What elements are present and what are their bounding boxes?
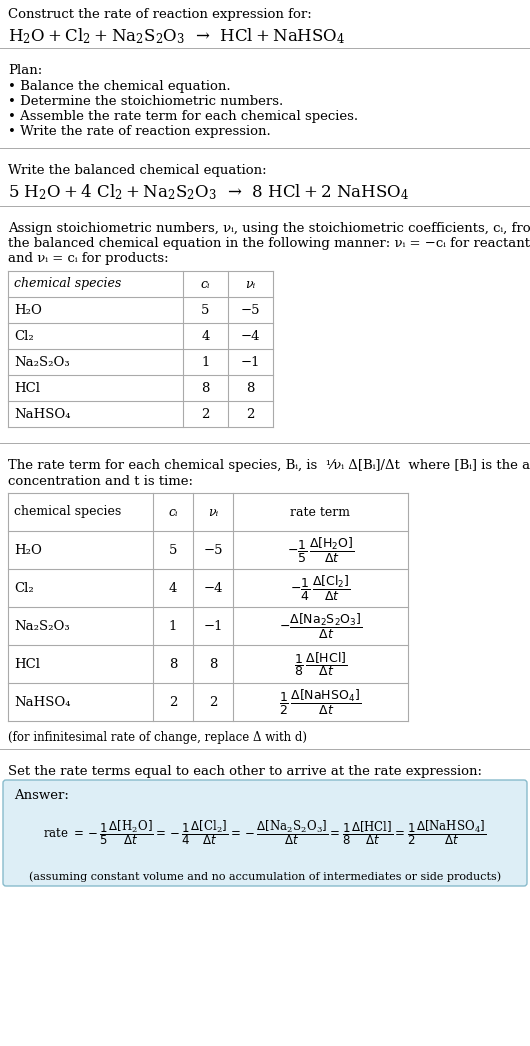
Text: • Write the rate of reaction expression.: • Write the rate of reaction expression. bbox=[8, 126, 271, 138]
Text: Write the balanced chemical equation:: Write the balanced chemical equation: bbox=[8, 164, 267, 177]
Text: 1: 1 bbox=[169, 619, 177, 633]
Text: the balanced chemical equation in the following manner: νᵢ = −cᵢ for reactants: the balanced chemical equation in the fo… bbox=[8, 237, 530, 250]
Text: $-\dfrac{1}{4}\,\dfrac{\Delta[\mathdefault{Cl_2}]}{\Delta t}$: $-\dfrac{1}{4}\,\dfrac{\Delta[\mathdefau… bbox=[290, 573, 351, 602]
Text: Plan:: Plan: bbox=[8, 64, 42, 77]
Text: Na₂S₂O₃: Na₂S₂O₃ bbox=[14, 619, 69, 633]
Text: $\mathdefault{5\ H_2O + 4\ Cl_2 + Na_2S_2O_3}$  →  $\mathdefault{8\ HCl + 2\ NaH: $\mathdefault{5\ H_2O + 4\ Cl_2 + Na_2S_… bbox=[8, 182, 409, 202]
Text: (assuming constant volume and no accumulation of intermediates or side products): (assuming constant volume and no accumul… bbox=[29, 871, 501, 882]
Text: Construct the rate of reaction expression for:: Construct the rate of reaction expressio… bbox=[8, 8, 312, 21]
Text: 2: 2 bbox=[246, 408, 255, 420]
Text: $\mathdefault{H_2O + Cl_2 + Na_2S_2O_3}$  →  $\mathdefault{HCl + NaHSO_4}$: $\mathdefault{H_2O + Cl_2 + Na_2S_2O_3}$… bbox=[8, 26, 346, 46]
Text: $\dfrac{1}{8}\,\dfrac{\Delta[\mathdefault{HCl}]}{\Delta t}$: $\dfrac{1}{8}\,\dfrac{\Delta[\mathdefaul… bbox=[294, 650, 347, 678]
Text: Na₂S₂O₃: Na₂S₂O₃ bbox=[14, 356, 69, 368]
Text: νᵢ: νᵢ bbox=[245, 277, 255, 291]
Text: 2: 2 bbox=[169, 696, 177, 708]
Text: 8: 8 bbox=[169, 658, 177, 670]
Text: Answer:: Answer: bbox=[14, 789, 69, 802]
Text: and νᵢ = cᵢ for products:: and νᵢ = cᵢ for products: bbox=[8, 252, 169, 265]
Text: concentration and t is time:: concentration and t is time: bbox=[8, 475, 193, 488]
Text: $\dfrac{1}{2}\,\dfrac{\Delta[\mathdefault{NaHSO_4}]}{\Delta t}$: $\dfrac{1}{2}\,\dfrac{\Delta[\mathdefaul… bbox=[279, 687, 361, 717]
Text: −4: −4 bbox=[241, 329, 260, 342]
Text: The rate term for each chemical species, Bᵢ, is  ¹⁄νᵢ Δ[Bᵢ]/Δt  where [Bᵢ] is th: The rate term for each chemical species,… bbox=[8, 459, 530, 472]
Text: 2: 2 bbox=[209, 696, 217, 708]
Text: H₂O: H₂O bbox=[14, 303, 42, 317]
Text: 8: 8 bbox=[246, 382, 255, 394]
Text: −1: −1 bbox=[203, 619, 223, 633]
Text: 8: 8 bbox=[209, 658, 217, 670]
Text: 1: 1 bbox=[201, 356, 210, 368]
Text: 4: 4 bbox=[169, 582, 177, 594]
Text: NaHSO₄: NaHSO₄ bbox=[14, 408, 70, 420]
Text: 8: 8 bbox=[201, 382, 210, 394]
Text: Cl₂: Cl₂ bbox=[14, 582, 34, 594]
Text: • Assemble the rate term for each chemical species.: • Assemble the rate term for each chemic… bbox=[8, 110, 358, 123]
Text: chemical species: chemical species bbox=[14, 277, 121, 291]
Text: Assign stoichiometric numbers, νᵢ, using the stoichiometric coefficients, cᵢ, fr: Assign stoichiometric numbers, νᵢ, using… bbox=[8, 222, 530, 235]
Text: NaHSO₄: NaHSO₄ bbox=[14, 696, 70, 708]
Text: cᵢ: cᵢ bbox=[201, 277, 210, 291]
Text: (for infinitesimal rate of change, replace Δ with d): (for infinitesimal rate of change, repla… bbox=[8, 731, 307, 744]
FancyBboxPatch shape bbox=[3, 780, 527, 886]
Text: chemical species: chemical species bbox=[14, 505, 121, 519]
Text: HCl: HCl bbox=[14, 658, 40, 670]
Text: −1: −1 bbox=[241, 356, 260, 368]
Text: rate term: rate term bbox=[290, 505, 350, 519]
Text: • Balance the chemical equation.: • Balance the chemical equation. bbox=[8, 79, 231, 93]
Text: Cl₂: Cl₂ bbox=[14, 329, 34, 342]
Text: −4: −4 bbox=[203, 582, 223, 594]
Text: $-\dfrac{\Delta[\mathdefault{Na_2S_2O_3}]}{\Delta t}$: $-\dfrac{\Delta[\mathdefault{Na_2S_2O_3}… bbox=[279, 612, 363, 640]
Text: 2: 2 bbox=[201, 408, 210, 420]
Text: H₂O: H₂O bbox=[14, 544, 42, 556]
Text: 5: 5 bbox=[201, 303, 210, 317]
Text: HCl: HCl bbox=[14, 382, 40, 394]
Text: Set the rate terms equal to each other to arrive at the rate expression:: Set the rate terms equal to each other t… bbox=[8, 765, 482, 778]
Text: cᵢ: cᵢ bbox=[168, 505, 178, 519]
Text: −5: −5 bbox=[203, 544, 223, 556]
Text: 5: 5 bbox=[169, 544, 177, 556]
Text: −5: −5 bbox=[241, 303, 260, 317]
Text: 4: 4 bbox=[201, 329, 210, 342]
Text: νᵢ: νᵢ bbox=[208, 505, 218, 519]
Text: rate $= -\dfrac{1}{5}\dfrac{\Delta[\mathdefault{H_2O}]}{\Delta t}= -\dfrac{1}{4}: rate $= -\dfrac{1}{5}\dfrac{\Delta[\math… bbox=[43, 819, 487, 847]
Text: $-\dfrac{1}{5}\,\dfrac{\Delta[\mathdefault{H_2O}]}{\Delta t}$: $-\dfrac{1}{5}\,\dfrac{\Delta[\mathdefau… bbox=[287, 536, 354, 565]
Text: • Determine the stoichiometric numbers.: • Determine the stoichiometric numbers. bbox=[8, 95, 283, 108]
